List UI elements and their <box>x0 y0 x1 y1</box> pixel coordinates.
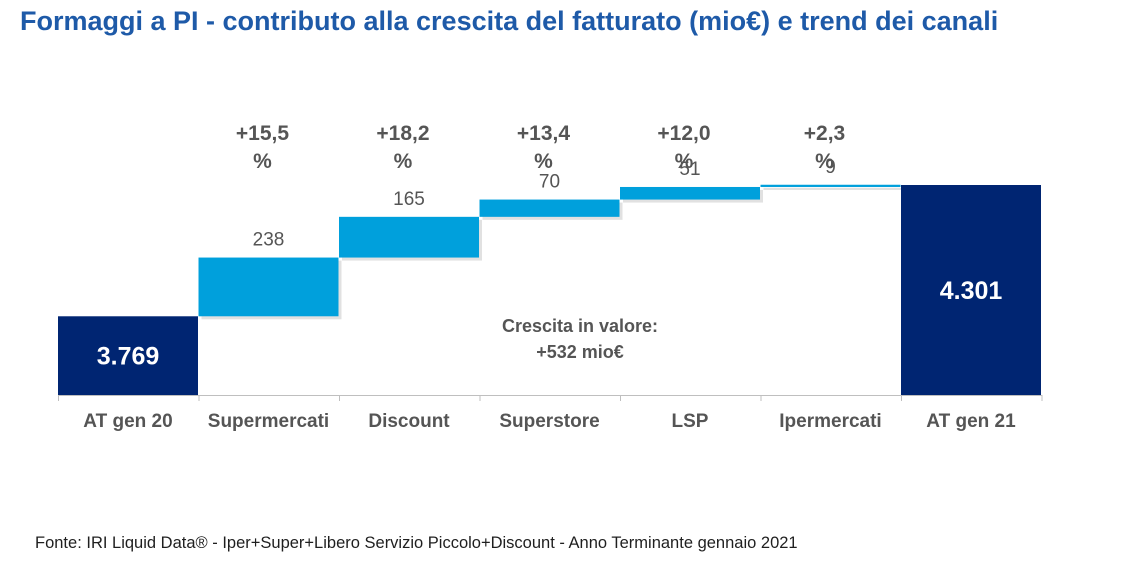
growth-label-ipermercati: +2,3% <box>804 122 845 173</box>
data-label-at-gen-21: 4.301 <box>940 277 1003 305</box>
bar-at-gen-20 <box>58 316 198 395</box>
data-label-at-gen-20: 3.769 <box>97 343 160 371</box>
annotation-line-1: Crescita in valore: <box>501 316 659 336</box>
data-label-lsp: 51 <box>679 159 700 180</box>
category-label-supermercati: Supermercati <box>208 411 329 432</box>
bar-superstore <box>479 199 620 217</box>
growth-annotation: Crescita in valore: +532 mio€ <box>480 313 680 365</box>
category-label-at-gen-21: AT gen 21 <box>926 411 1016 432</box>
bar-lsp <box>620 186 760 200</box>
data-label-ipermercati: 9 <box>825 157 836 178</box>
annotation-line-2: +532 mio€ <box>536 342 624 362</box>
bar-supermercati <box>198 257 339 317</box>
growth-label-line: +12,0 <box>657 122 710 145</box>
growth-label-discount: +18,2% <box>376 122 429 173</box>
bar-shadow-ipermercati <box>763 187 904 190</box>
bar-at-gen-21 <box>901 185 1041 395</box>
growth-label-line: +2,3 <box>804 122 845 145</box>
category-label-lsp: LSP <box>672 411 709 432</box>
category-label-discount: Discount <box>368 411 450 432</box>
growth-label-line: % <box>815 150 834 173</box>
growth-label-superstore: +13,4% <box>517 122 570 173</box>
data-label-supermercati: 238 <box>253 230 285 251</box>
growth-label-line: % <box>253 150 272 173</box>
growth-label-lsp: +12,0% <box>657 122 710 173</box>
growth-label-supermercati: +15,5% <box>236 122 289 173</box>
growth-label-line: +15,5 <box>236 122 289 145</box>
bars-layer <box>58 184 1041 395</box>
source-note: Fonte: IRI Liquid Data® - Iper+Super+Lib… <box>35 534 798 552</box>
growth-label-line: +13,4 <box>517 122 570 145</box>
x-axis: AT gen 20 Supermercati Discount Superstore L… <box>58 395 1043 432</box>
bar-ipermercati <box>760 184 901 187</box>
growth-label-line: % <box>675 150 694 173</box>
bar-discount <box>339 216 479 258</box>
data-label-discount: 165 <box>393 189 425 210</box>
category-label-superstore: Superstore <box>499 411 599 432</box>
category-label-ipermercati: Ipermercati <box>779 411 881 432</box>
growth-label-line: % <box>534 150 553 173</box>
growth-label-line: % <box>394 150 413 173</box>
growth-label-line: +18,2 <box>376 122 429 145</box>
data-label-superstore: 70 <box>539 172 560 193</box>
category-label-at-gen-20: AT gen 20 <box>83 411 172 432</box>
page-title: Formaggi a PI - contributo alla crescita… <box>20 6 999 36</box>
